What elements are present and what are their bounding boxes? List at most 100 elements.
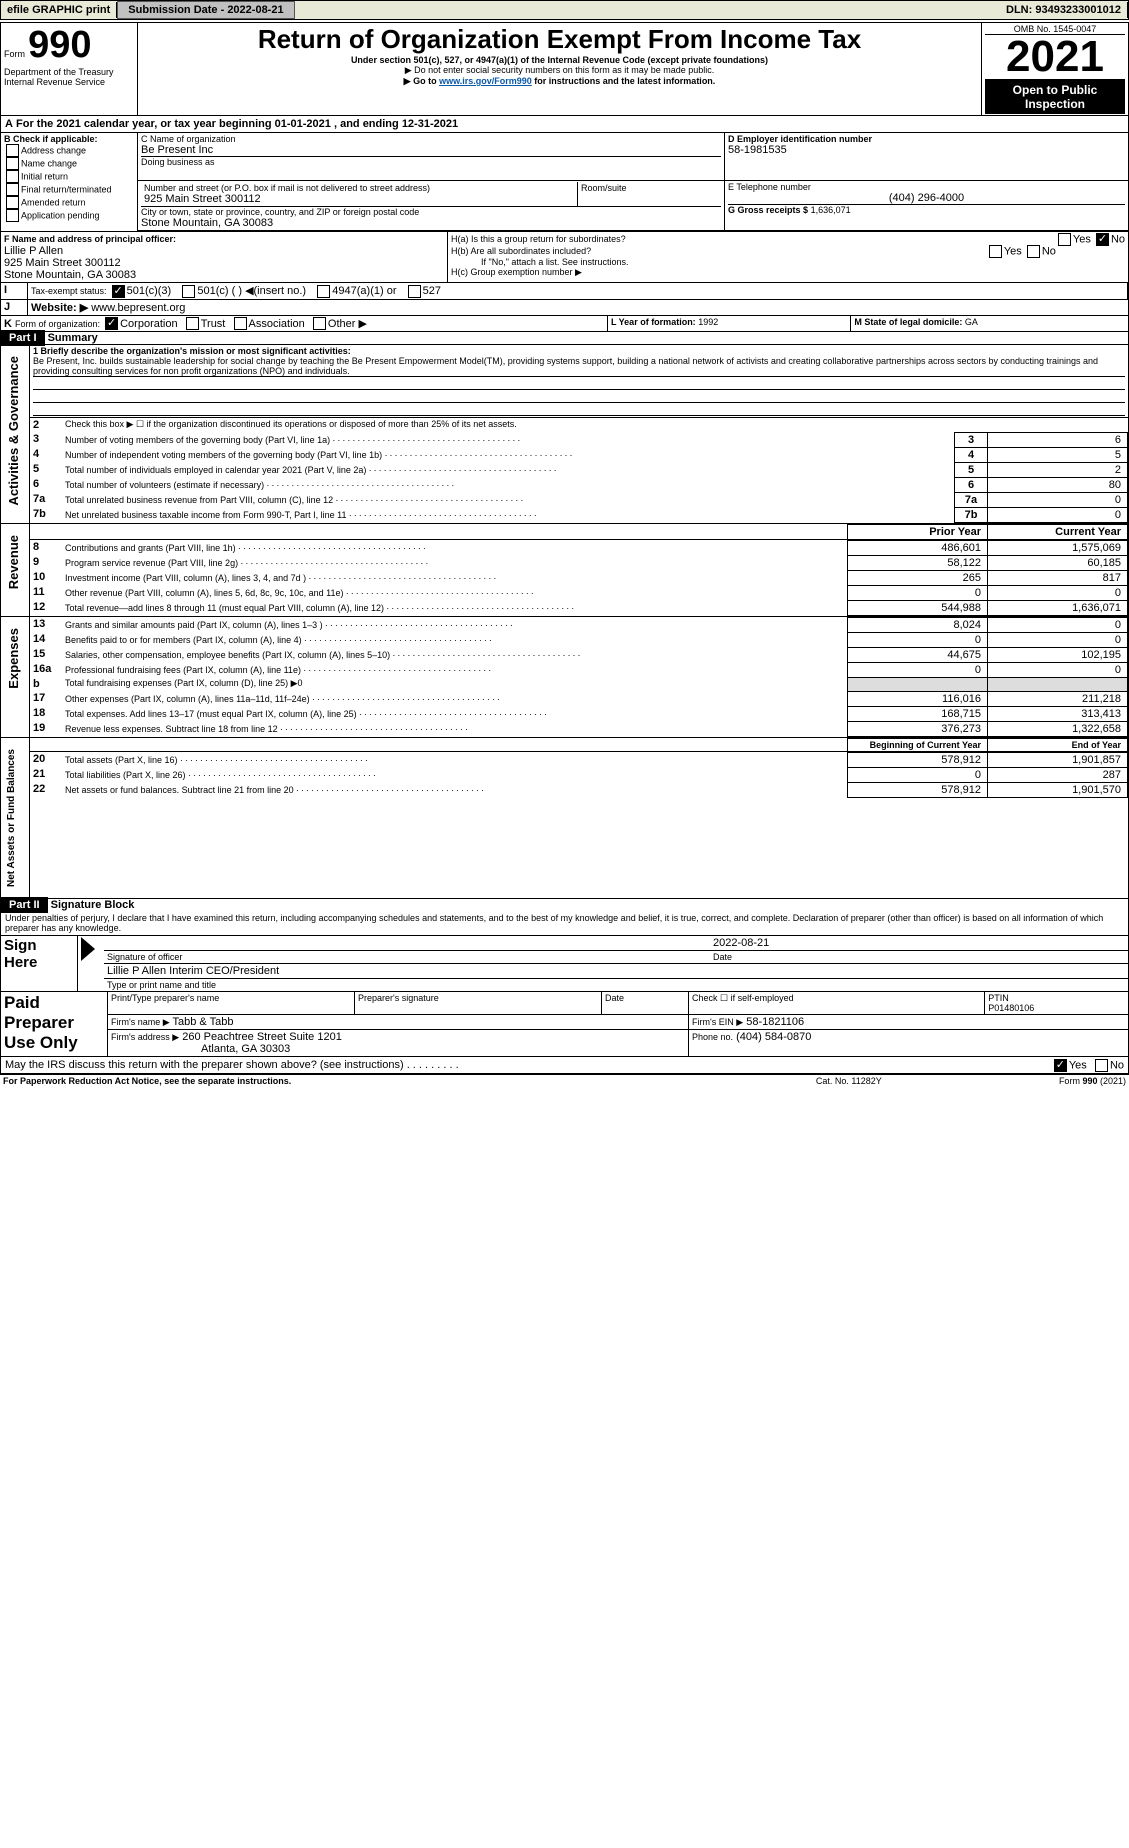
dept-label: Department of the Treasury Internal Reve… xyxy=(4,67,134,87)
website-value: www.bepresent.org xyxy=(91,302,185,314)
gov-row: 5Total number of individuals employed in… xyxy=(30,462,1128,477)
mission-text: Be Present, Inc. builds sustainable lead… xyxy=(33,356,1125,377)
data-row: 9Program service revenue (Part VIII, lin… xyxy=(30,555,1128,570)
side-expenses: Expenses xyxy=(4,618,23,699)
gross-value: 1,636,071 xyxy=(811,205,851,215)
chk-address[interactable]: Address change xyxy=(4,144,134,157)
section-b-label: B Check if applicable: xyxy=(4,134,134,144)
state-domicile: M State of legal domicile: GA xyxy=(851,315,1128,332)
prep-phone-label: Phone no. xyxy=(692,1032,733,1042)
mission-label: 1 Briefly describe the organization's mi… xyxy=(33,346,1125,356)
gov-row: 3Number of voting members of the governi… xyxy=(30,432,1128,447)
data-row: 13Grants and similar amounts paid (Part … xyxy=(30,617,1128,632)
street-value: 925 Main Street 300112 xyxy=(144,193,574,205)
printed-name-label: Type or print name and title xyxy=(104,978,1128,991)
website-label: Website: ▶ xyxy=(31,302,88,314)
officer-label: F Name and address of principal officer: xyxy=(4,234,176,244)
gov-row: 2Check this box ▶ ☐ if the organization … xyxy=(30,418,1128,432)
dba-label: Doing business as xyxy=(141,156,721,167)
part1-header: Part I Summary xyxy=(1,332,1128,344)
form-title: Return of Organization Exempt From Incom… xyxy=(141,24,978,55)
data-row: 14Benefits paid to or for members (Part … xyxy=(30,632,1128,647)
h-c-row: H(c) Group exemption number ▶ xyxy=(451,267,1125,278)
firm-ein: 58-1821106 xyxy=(746,1016,804,1028)
prep-phone: (404) 584-0870 xyxy=(736,1031,811,1043)
arrow-icon xyxy=(81,937,95,961)
h-note: If "No," attach a list. See instructions… xyxy=(451,257,1125,267)
data-row: 10Investment income (Part VIII, column (… xyxy=(30,570,1128,585)
data-row: 20Total assets (Part X, line 16) 578,912… xyxy=(30,752,1128,767)
data-row: 21Total liabilities (Part X, line 26) 02… xyxy=(30,767,1128,782)
org-name: Be Present Inc xyxy=(141,144,721,156)
cat-no: Cat. No. 11282Y xyxy=(756,1075,941,1087)
col-end: End of Year xyxy=(988,738,1128,751)
prep-date-label: Date xyxy=(602,992,689,1015)
gross-label: G Gross receipts $ xyxy=(728,205,808,215)
city-value: Stone Mountain, GA 30083 xyxy=(141,217,721,229)
chk-initial[interactable]: Initial return xyxy=(4,170,134,183)
chk-name[interactable]: Name change xyxy=(4,157,134,170)
officer-printed-name: Lillie P Allen Interim CEO/President xyxy=(104,963,1128,978)
prep-name-label: Print/Type preparer's name xyxy=(108,992,355,1015)
sig-officer-label: Signature of officer xyxy=(104,950,710,963)
firm-city: Atlanta, GA 30303 xyxy=(111,1043,290,1055)
data-row: 19Revenue less expenses. Subtract line 1… xyxy=(30,721,1128,736)
prep-sig-label: Preparer's signature xyxy=(355,992,602,1015)
period-end: 12-31-2021 xyxy=(402,118,458,130)
phone-label: E Telephone number xyxy=(728,182,1125,192)
open-inspection: Open to Public Inspection xyxy=(985,80,1125,114)
tax-status-row: Tax-exempt status: 501(c)(3) 501(c) ( ) … xyxy=(28,283,1128,300)
firm-name: Tabb & Tabb xyxy=(173,1016,234,1028)
data-row: 12Total revenue—add lines 8 through 11 (… xyxy=(30,600,1128,615)
chk-final[interactable]: Final return/terminated xyxy=(4,183,134,196)
gov-row: 7bNet unrelated business taxable income … xyxy=(30,507,1128,522)
ein-value: 58-1981535 xyxy=(728,144,1125,156)
data-row: bTotal fundraising expenses (Part IX, co… xyxy=(30,677,1128,691)
firm-addr: 260 Peachtree Street Suite 1201 xyxy=(182,1031,342,1043)
paperwork-notice: For Paperwork Reduction Act Notice, see … xyxy=(0,1075,756,1087)
h-a-row: H(a) Is this a group return for subordin… xyxy=(451,233,1125,245)
data-row: 11Other revenue (Part VIII, column (A), … xyxy=(30,585,1128,600)
form-org-row: K Form of organization: Corporation Trus… xyxy=(1,315,608,332)
city-label: City or town, state or province, country… xyxy=(141,206,721,217)
data-row: 15Salaries, other compensation, employee… xyxy=(30,647,1128,662)
room-label: Room/suite xyxy=(578,182,722,206)
side-revenue: Revenue xyxy=(4,525,23,599)
col-current: Current Year xyxy=(988,524,1128,539)
data-row: 22Net assets or fund balances. Subtract … xyxy=(30,782,1128,797)
form-label: Form xyxy=(4,49,25,59)
goto-post: for instructions and the latest informat… xyxy=(532,76,716,86)
ssn-note: ▶ Do not enter social security numbers o… xyxy=(141,65,978,76)
side-net: Net Assets or Fund Balances xyxy=(4,739,19,897)
org-name-label: C Name of organization xyxy=(141,134,721,144)
year-formation: L Year of formation: 1992 xyxy=(608,315,851,332)
firm-name-label: Firm's name ▶ xyxy=(111,1017,170,1027)
col-prior: Prior Year xyxy=(848,524,988,539)
sign-date: 2022-08-21 xyxy=(710,936,1128,951)
paid-preparer-label: Paid Preparer Use Only xyxy=(1,991,108,1056)
form-footer: Form 990 (2021) xyxy=(941,1075,1129,1087)
gov-row: 4Number of independent voting members of… xyxy=(30,447,1128,462)
col-begin: Beginning of Current Year xyxy=(848,738,988,751)
tax-year: 2021 xyxy=(985,35,1125,80)
chk-pending[interactable]: Application pending xyxy=(4,209,134,222)
self-emp-label: Check ☐ if self-employed xyxy=(689,992,985,1015)
officer-city: Stone Mountain, GA 30083 xyxy=(4,269,444,281)
submission-date-button[interactable]: Submission Date - 2022-08-21 xyxy=(117,1,294,19)
date-label: Date xyxy=(710,950,1128,963)
period-text: For the 2021 calendar year, or tax year … xyxy=(16,118,275,130)
dln-label: DLN: 93493233001012 xyxy=(1000,2,1128,18)
irs-link[interactable]: www.irs.gov/Form990 xyxy=(439,76,532,86)
ein-label: D Employer identification number xyxy=(728,134,1125,144)
chk-amended[interactable]: Amended return xyxy=(4,196,134,209)
goto-note: ▶ Go to www.irs.gov/Form990 for instruct… xyxy=(141,76,978,87)
side-gov: Activities & Governance xyxy=(4,346,23,516)
data-row: 16aProfessional fundraising fees (Part I… xyxy=(30,662,1128,677)
discuss-row: May the IRS discuss this return with the… xyxy=(1,1056,1128,1074)
period-mid: , and ending xyxy=(334,118,402,130)
sign-here-label: Sign Here xyxy=(1,936,78,991)
part2-header: Part II Signature Block xyxy=(1,898,1128,911)
officer-street: 925 Main Street 300112 xyxy=(4,257,444,269)
gov-row: 6Total number of volunteers (estimate if… xyxy=(30,477,1128,492)
officer-name: Lillie P Allen xyxy=(4,245,444,257)
